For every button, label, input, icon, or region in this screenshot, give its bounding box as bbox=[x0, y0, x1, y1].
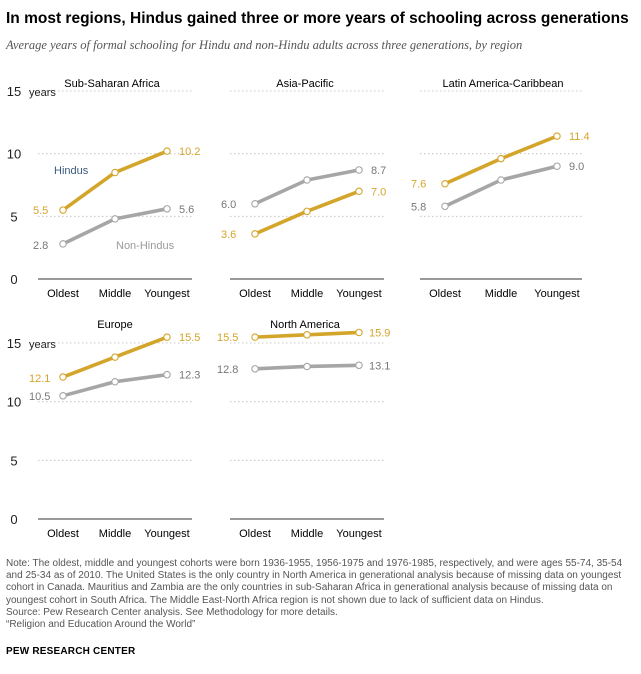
hindu-data-point bbox=[303, 207, 311, 216]
nonhindu-data-label: 5.8 bbox=[411, 201, 426, 213]
legend-nonhindus: Non-Hindus bbox=[116, 240, 175, 252]
nonhindu-series-line bbox=[62, 207, 168, 246]
hindu-data-point bbox=[355, 187, 363, 196]
hindu-data-label: 15.5 bbox=[217, 332, 238, 344]
hindu-data-point bbox=[59, 206, 67, 214]
chart-title: In most regions, Hindus gained three or … bbox=[6, 10, 629, 27]
hindu-data-point bbox=[251, 333, 259, 341]
x-tick-label: Middle bbox=[99, 288, 131, 300]
hindu-data-point bbox=[251, 230, 259, 238]
x-tick-label: Youngest bbox=[144, 288, 189, 300]
hindu-data-point bbox=[553, 132, 561, 140]
panel-title: Asia-Pacific bbox=[276, 78, 334, 90]
hindu-data-label: 5.5 bbox=[33, 205, 48, 217]
chart-panel: Latin America-Caribbean Oldest Middle Young… bbox=[411, 78, 590, 300]
x-tick-label: Middle bbox=[291, 288, 323, 300]
x-tick-label: Youngest bbox=[336, 288, 381, 300]
y-tick-label: 15 bbox=[7, 84, 21, 99]
hindu-data-label: 3.6 bbox=[221, 229, 236, 241]
x-tick-label: Middle bbox=[291, 528, 323, 540]
x-tick-label: Youngest bbox=[534, 288, 579, 300]
x-tick-label: Youngest bbox=[336, 528, 381, 540]
nonhindu-data-label: 2.8 bbox=[33, 240, 48, 252]
chart-panel: Asia-Pacific Oldest Middle Youngest 6.0 8.7 3.… bbox=[221, 78, 386, 300]
legend-hindus: Hindus bbox=[54, 165, 89, 177]
nonhindu-data-point bbox=[111, 215, 119, 223]
y-tick-label: 10 bbox=[7, 395, 21, 410]
nonhindu-data-label: 6.0 bbox=[221, 199, 236, 211]
panel-title: Europe bbox=[97, 319, 132, 331]
x-tick-label: Oldest bbox=[429, 288, 461, 300]
x-tick-label: Oldest bbox=[239, 528, 271, 540]
hindu-series-line bbox=[61, 149, 168, 212]
panel-title: North America bbox=[270, 319, 341, 331]
hindu-data-point bbox=[303, 331, 311, 339]
hindu-data-point bbox=[355, 328, 363, 337]
hindu-data-label: 15.9 bbox=[369, 327, 390, 339]
nonhindu-data-label: 5.6 bbox=[179, 204, 194, 216]
nonhindu-data-label: 8.7 bbox=[371, 165, 386, 177]
nonhindu-data-point bbox=[59, 392, 67, 400]
source-text: Source: Pew Research Center analysis. Se… bbox=[6, 606, 338, 618]
y-tick-label: 15 bbox=[7, 336, 21, 351]
hindu-data-point bbox=[111, 168, 119, 177]
x-tick-label: Oldest bbox=[47, 288, 79, 300]
x-tick-label: Middle bbox=[485, 288, 517, 300]
x-tick-label: Oldest bbox=[239, 288, 271, 300]
y-tick-label: 0 bbox=[10, 272, 17, 287]
x-tick-label: Youngest bbox=[144, 528, 189, 540]
note-text: Note: The oldest, middle and youngest co… bbox=[6, 558, 623, 606]
y-unit-label: years bbox=[29, 87, 56, 99]
chart-subtitle: Average years of formal schooling for Hi… bbox=[6, 38, 523, 52]
panel-title: Latin America-Caribbean bbox=[442, 78, 563, 90]
hindu-data-point bbox=[59, 373, 67, 381]
chart-panel: Sub-Saharan Africa 0 5 10 15 years Oldest Middl… bbox=[7, 78, 201, 300]
x-tick-label: Middle bbox=[99, 528, 131, 540]
nonhindu-data-point bbox=[355, 361, 363, 370]
nonhindu-data-point bbox=[553, 162, 561, 170]
nonhindu-data-point bbox=[111, 377, 119, 386]
nonhindu-data-point bbox=[163, 370, 171, 379]
y-tick-label: 0 bbox=[10, 512, 17, 527]
brand-label: PEW RESEARCH CENTER bbox=[6, 646, 136, 657]
y-tick-label: 5 bbox=[10, 453, 17, 468]
nonhindu-data-label: 9.0 bbox=[569, 161, 584, 173]
chart-panel: North America Oldest Middle Youngest 12.8 13.… bbox=[217, 319, 390, 540]
nonhindu-data-point bbox=[303, 176, 311, 184]
hindu-data-point bbox=[163, 147, 171, 155]
hindu-data-point bbox=[497, 154, 505, 163]
hindu-data-label: 10.2 bbox=[179, 146, 200, 158]
y-tick-label: 5 bbox=[10, 209, 17, 224]
nonhindu-data-label: 12.8 bbox=[217, 364, 238, 376]
nonhindu-data-point bbox=[251, 365, 259, 373]
y-tick-label: 10 bbox=[7, 147, 21, 162]
hindu-data-label: 12.1 bbox=[29, 373, 50, 385]
nonhindu-data-point bbox=[355, 166, 363, 174]
report-title: “Religion and Education Around the World… bbox=[6, 619, 196, 631]
nonhindu-data-point bbox=[251, 200, 259, 208]
nonhindu-data-label: 12.3 bbox=[179, 370, 200, 382]
nonhindu-data-label: 13.1 bbox=[369, 360, 390, 372]
nonhindu-series-line bbox=[444, 164, 558, 208]
x-tick-label: Oldest bbox=[47, 528, 79, 540]
hindu-data-point bbox=[163, 333, 171, 341]
hindu-data-label: 15.5 bbox=[179, 332, 200, 344]
nonhindu-data-point bbox=[59, 240, 67, 248]
chart-panel: Europe 0 5 10 15 years Oldest Middle Youngest 10.… bbox=[7, 319, 201, 540]
hindu-data-label: 7.0 bbox=[371, 186, 386, 198]
hindu-data-point bbox=[111, 353, 119, 361]
nonhindu-data-point bbox=[497, 176, 505, 184]
notes-block: Note: The oldest, middle and youngest co… bbox=[6, 558, 636, 631]
hindu-data-label: 7.6 bbox=[411, 179, 426, 191]
panel-title: Sub-Saharan Africa bbox=[64, 78, 160, 90]
y-unit-label: years bbox=[29, 339, 56, 351]
hindu-data-point bbox=[441, 179, 449, 188]
nonhindu-data-point bbox=[303, 362, 311, 371]
nonhindu-data-label: 10.5 bbox=[29, 391, 50, 403]
nonhindu-data-point bbox=[163, 205, 171, 213]
hindu-data-label: 11.4 bbox=[569, 131, 590, 143]
nonhindu-data-point bbox=[441, 202, 449, 211]
charts-container: Sub-Saharan Africa 0 5 10 15 years Oldest Middl… bbox=[7, 78, 590, 540]
